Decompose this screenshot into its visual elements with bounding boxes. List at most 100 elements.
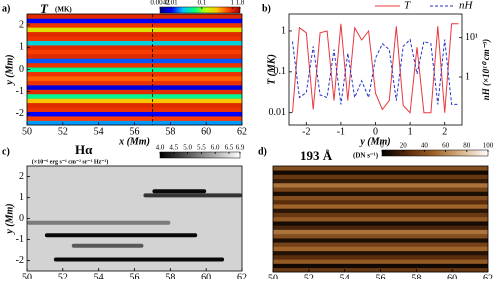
panel-title: T xyxy=(40,1,49,16)
heatmap-row xyxy=(27,27,242,33)
heatmap-row xyxy=(273,178,488,184)
streak xyxy=(71,243,144,248)
x-tick-label: -2 xyxy=(302,126,310,137)
x-tick-label: 60 xyxy=(201,126,211,137)
heatmap-row xyxy=(27,80,242,86)
heatmap-row xyxy=(273,259,488,264)
heatmap-row xyxy=(273,233,488,239)
y-tick-label: -2 xyxy=(16,108,24,119)
y-tick-label: 2 xyxy=(19,171,24,182)
colorbar-tick-label: 5.0 xyxy=(183,144,192,152)
colorbar-tick-label: 6.9 xyxy=(236,144,245,152)
colorbar-tick-label: 20 xyxy=(400,142,408,150)
heatmap-row xyxy=(273,195,488,201)
heatmap-row xyxy=(27,49,242,55)
heatmap-row xyxy=(27,22,242,28)
heatmap-row xyxy=(27,36,242,41)
y-tick-label: 0.1 xyxy=(274,66,287,77)
heatmap-row xyxy=(273,242,488,247)
colorbar-tick-label: 100 xyxy=(483,142,494,150)
y-axis-label: y (Mm) xyxy=(4,54,15,85)
x-tick-label: 50 xyxy=(268,273,278,279)
panel-subtitle: (×10⁻⁶ erg s⁻¹ cm⁻² sr⁻¹ Hz⁻¹) xyxy=(32,158,108,165)
streak xyxy=(27,220,171,225)
colorbar-tick-label: 0.1 xyxy=(197,0,206,7)
heatmap-row xyxy=(273,199,488,205)
panel-title: Hα xyxy=(75,142,93,157)
x-tick-label: 54 xyxy=(94,272,104,279)
heatmap-row xyxy=(27,89,242,95)
heatmap-row xyxy=(27,14,242,19)
streak xyxy=(44,233,198,238)
y-tick-label: 1 xyxy=(19,192,24,203)
map-background xyxy=(27,166,242,271)
heatmap-row xyxy=(27,76,242,81)
x-tick-label: 60 xyxy=(447,273,457,279)
y2-tick-label: 1 xyxy=(465,71,470,82)
colorbar-tick-label: 0.01 xyxy=(165,0,178,7)
heatmap-row xyxy=(273,255,488,260)
y-tick-label: 2 xyxy=(19,19,24,30)
x-tick-label: 56 xyxy=(130,272,140,279)
heatmap-row xyxy=(273,229,488,235)
x-tick-label: 54 xyxy=(340,273,350,279)
streak xyxy=(152,189,207,194)
legend-label: nH xyxy=(459,0,474,12)
heatmap-row xyxy=(27,116,242,121)
heatmap-row xyxy=(27,58,242,64)
colorbar-tick-label: 0.0042 xyxy=(150,0,170,7)
panel-title-unit: (MK) xyxy=(55,6,72,14)
x-tick-label: 56 xyxy=(130,126,140,137)
colorbar-tick-label: 80 xyxy=(463,142,471,150)
x-tick-label: 52 xyxy=(58,126,68,137)
y-axis-label: T (MK) xyxy=(266,54,277,85)
panel-label: c) xyxy=(2,146,10,157)
x-tick-label: 2 xyxy=(442,126,447,137)
colorbar-tick-label: 0 xyxy=(380,142,384,150)
panel-title-unit: (DN s⁻¹) xyxy=(353,152,379,160)
heatmap-row xyxy=(27,107,242,112)
y-axis-label: y (Mm) xyxy=(4,203,15,234)
colorbar-tick-label: 6.5 xyxy=(225,144,234,152)
heatmap-row xyxy=(273,246,488,252)
x-tick-label: 58 xyxy=(165,272,175,279)
heatmap-row xyxy=(27,40,242,46)
x-tick-label: 60 xyxy=(201,272,211,279)
panel-label: d) xyxy=(258,146,267,157)
x-tick-label: 52 xyxy=(304,273,314,279)
y-tick-label: 1 xyxy=(19,42,24,53)
x-tick-label: 52 xyxy=(58,272,68,279)
x-axis-label: x (Mm) xyxy=(118,136,150,147)
colorbar-tick-label: 1.8 xyxy=(236,0,245,7)
x-tick-label: 62 xyxy=(237,272,247,279)
panel-label: b) xyxy=(262,3,271,14)
colorbar-tick-label: 60 xyxy=(442,142,450,150)
heatmap-row xyxy=(273,238,488,243)
y-tick-label: -1 xyxy=(16,234,24,245)
heatmap-row xyxy=(273,182,488,188)
y-tick-label: 0 xyxy=(19,64,24,75)
colorbar-tick-label: 4.5 xyxy=(169,144,178,152)
heatmap-row xyxy=(27,102,242,108)
heatmap-row xyxy=(273,212,488,218)
x-tick-label: 58 xyxy=(411,273,421,279)
heatmap-row xyxy=(273,250,488,256)
heatmap-row xyxy=(273,204,488,209)
heatmap-row xyxy=(27,111,242,117)
heatmap-row xyxy=(27,31,242,37)
plot-frame xyxy=(288,13,463,126)
colorbar xyxy=(159,6,241,14)
colorbar-tick-label: 1 xyxy=(230,0,234,7)
legend-label: T xyxy=(404,0,411,12)
colorbar-tick-label: 4.0 xyxy=(156,144,165,152)
y2-axis-label: nH (×10¹⁰ cm⁻³) xyxy=(481,39,491,100)
x-tick-label: 56 xyxy=(376,273,386,279)
heatmap-row xyxy=(273,208,488,213)
data-line xyxy=(292,23,459,114)
x-tick-label: 50 xyxy=(22,272,32,279)
heatmap-row xyxy=(27,45,242,50)
x-tick-label: 50 xyxy=(22,126,32,137)
colorbar-tick-label: 40 xyxy=(421,142,429,150)
heatmap-row xyxy=(273,225,488,230)
y2-tick-label: 10¹ xyxy=(465,32,478,43)
